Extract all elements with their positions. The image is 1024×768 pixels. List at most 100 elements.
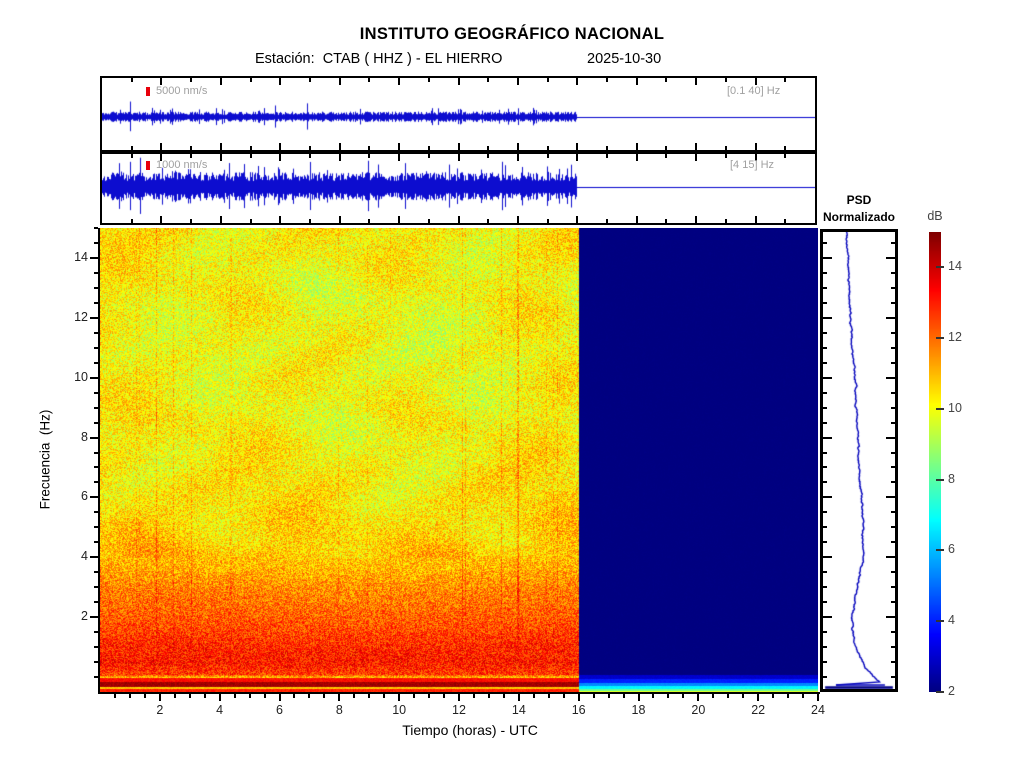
trace-tick (338, 143, 341, 150)
x-tick (682, 694, 685, 698)
psd-tick (891, 481, 895, 484)
trace-tick (665, 219, 668, 223)
x-tick (233, 694, 236, 698)
colorbar-tick-label: 6 (948, 542, 955, 557)
trace-tick (457, 154, 460, 161)
y-tick (94, 511, 98, 514)
trace-tick (130, 78, 133, 82)
psd-tick (823, 316, 832, 319)
psd-tick (891, 526, 895, 529)
y-tick (94, 451, 98, 454)
x-tick (772, 694, 775, 698)
psd-tick (823, 376, 832, 379)
trace-tick (338, 216, 341, 223)
psd-tick (886, 616, 895, 619)
y-tick (94, 601, 98, 604)
y-tick (94, 676, 98, 679)
trace-tick (606, 78, 609, 82)
trace-tick (308, 219, 311, 223)
trace-tick (516, 143, 519, 150)
x-tick (712, 694, 715, 698)
psd-tick (891, 451, 895, 454)
y-tick-label: 12 (74, 309, 88, 324)
y-tick (94, 481, 98, 484)
psd-tick (823, 511, 827, 514)
psd-tick (823, 466, 827, 469)
y-tick (90, 316, 98, 319)
psd-tick (891, 331, 895, 334)
x-axis-label: Tiempo (horas) - UTC (402, 722, 538, 738)
x-tick-label: 2 (156, 703, 164, 717)
colorbar-tick-label: 12 (948, 330, 962, 345)
trace-tick (665, 154, 668, 158)
trace1-scale-label: 5000 nm/s (156, 85, 208, 97)
psd-tick (823, 241, 827, 244)
trace-tick (249, 146, 252, 150)
trace-tick (635, 78, 638, 85)
colorbar-tick-label: 2 (948, 684, 955, 698)
psd-tick (823, 271, 827, 274)
trace-tick (516, 78, 519, 85)
trace-tick (279, 143, 282, 150)
trace-tick (516, 216, 519, 223)
colorbar-tick-label: 10 (948, 400, 962, 415)
trace-tick (754, 154, 757, 161)
y-axis-label: Frecuencia (Hz) (37, 409, 53, 510)
x-tick-label: 6 (276, 703, 283, 717)
trace-tick (249, 154, 252, 158)
psd-tick (891, 406, 895, 409)
trace-tick (308, 78, 311, 82)
x-tick (203, 694, 206, 698)
psd-tick (823, 391, 827, 394)
trace-tick (606, 154, 609, 158)
y-tick (94, 286, 98, 289)
y-tick (90, 376, 98, 379)
trace-tick (754, 216, 757, 223)
psd-tick (823, 361, 827, 364)
psd-tick (823, 586, 827, 589)
trace-tick (457, 143, 460, 150)
psd-tick (823, 676, 827, 679)
y-tick (94, 661, 98, 664)
x-tick (458, 694, 460, 701)
trace-tick (249, 78, 252, 82)
trace-tick (546, 146, 549, 150)
colorbar-tick-label: 4 (948, 613, 955, 628)
trace-tick (695, 154, 698, 161)
psd-title-line1: PSD (846, 193, 872, 207)
x-tick (592, 694, 595, 698)
trace-tick (546, 78, 549, 82)
trace-tick (487, 78, 490, 82)
trace2-band-label: [4 15] Hz (730, 159, 775, 171)
trace1-panel (100, 76, 817, 152)
x-tick-label: 18 (631, 703, 646, 717)
psd-tick (823, 481, 827, 484)
trace-tick (190, 78, 193, 82)
trace-tick (457, 78, 460, 85)
trace-tick (190, 146, 193, 150)
trace-tick (279, 216, 282, 223)
trace-tick (487, 154, 490, 158)
trace2-scale-marker-icon (146, 161, 150, 170)
trace2-ticks (102, 154, 815, 223)
trace-tick (724, 78, 727, 82)
trace-tick (784, 154, 787, 158)
x-tick (502, 694, 505, 698)
colorbar-tick (936, 620, 944, 623)
colorbar-tick (936, 337, 944, 340)
x-tick-label: 20 (691, 703, 706, 717)
y-tick-label: 6 (81, 489, 88, 504)
psd-tick (823, 631, 827, 634)
x-tick (637, 694, 640, 701)
x-tick (532, 694, 535, 698)
trace-tick (635, 154, 638, 161)
psd-tick (823, 541, 827, 544)
psd-tick (886, 436, 895, 439)
trace-tick (546, 154, 549, 158)
x-tick (652, 694, 655, 698)
trace1-band-label: [0.1 40] Hz (727, 85, 781, 97)
y-tick-label: 8 (81, 429, 88, 444)
x-tick (398, 694, 401, 701)
trace-tick (249, 219, 252, 223)
psd-curve (823, 232, 895, 689)
